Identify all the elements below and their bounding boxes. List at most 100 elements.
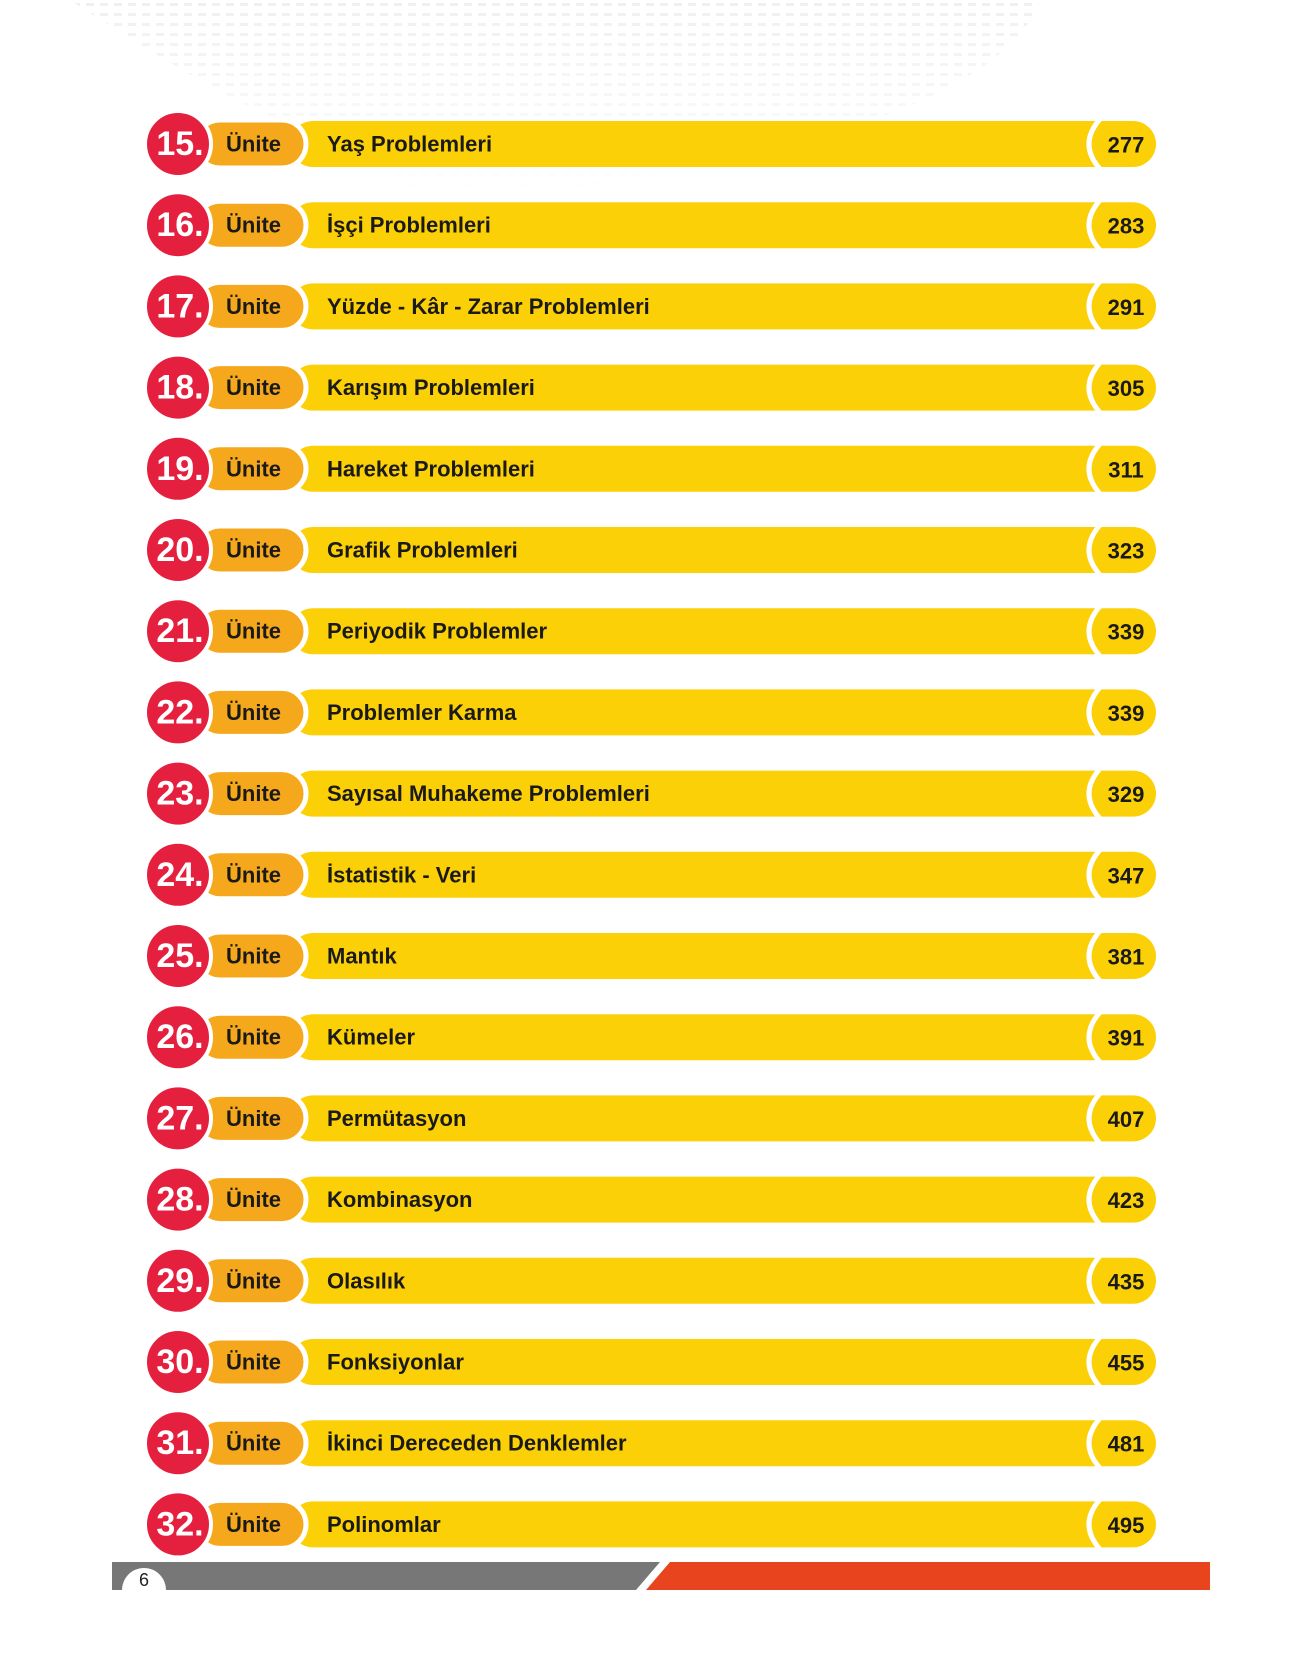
number-badge xyxy=(143,921,213,991)
unit-number: 18. xyxy=(156,369,203,407)
page-number: 311 xyxy=(1108,457,1144,482)
page-number: 391 xyxy=(1108,1026,1145,1051)
page-number: 481 xyxy=(1108,1432,1145,1457)
unit-label: Ünite xyxy=(226,1431,281,1456)
number-badge xyxy=(143,1083,213,1154)
unit-title: Olasılık xyxy=(327,1268,406,1293)
unit-label: Ünite xyxy=(226,213,281,238)
toc-rows: 15. Ünite Yaş Problemleri 277 16. Ünite İşçi P… xyxy=(143,109,1156,1560)
page-divider xyxy=(1086,848,1102,902)
page-divider xyxy=(1086,1091,1102,1146)
unit-label: Ünite xyxy=(226,1106,281,1131)
unit-title: Karışım Problemleri xyxy=(327,375,535,400)
title-bar xyxy=(290,121,1156,167)
page-divider xyxy=(1086,1010,1102,1064)
page-number: 277 xyxy=(1108,133,1145,158)
number-badge xyxy=(143,596,213,667)
page-divider xyxy=(1086,604,1102,658)
unit-number: 30. xyxy=(156,1343,203,1381)
unit-title: Grafik Problemleri xyxy=(327,538,518,563)
footer-red-bar xyxy=(646,1562,1210,1590)
number-badge xyxy=(143,1408,213,1479)
title-bar xyxy=(290,1420,1156,1467)
title-bar xyxy=(290,1257,1156,1304)
title-bar xyxy=(290,689,1156,736)
unit-title: Sayısal Muhakeme Problemleri xyxy=(327,781,650,806)
unit-title: Mantık xyxy=(327,944,397,969)
title-bar xyxy=(290,202,1156,249)
footer-page-number: 6 xyxy=(139,1570,149,1590)
unit-number: 20. xyxy=(156,531,203,569)
unit-number: 17. xyxy=(156,287,203,325)
number-badge xyxy=(143,1327,213,1397)
page-divider xyxy=(1086,442,1102,496)
page-divider xyxy=(1086,1416,1102,1470)
number-badge xyxy=(143,758,213,829)
unit-label: Ünite xyxy=(226,944,281,969)
unit-title: Kümeler xyxy=(327,1025,415,1050)
unit-label: Ünite xyxy=(226,375,281,400)
page-number: 323 xyxy=(1108,539,1145,564)
unit-label: Ünite xyxy=(226,700,281,725)
number-badge xyxy=(143,839,213,910)
unit-title: Yüzde - Kâr - Zarar Problemleri xyxy=(327,294,650,319)
number-badge xyxy=(143,109,213,179)
unit-number: 24. xyxy=(156,856,203,894)
number-badge xyxy=(143,271,213,342)
page-divider xyxy=(1086,1254,1102,1308)
unit-number: 31. xyxy=(156,1424,203,1462)
number-badge xyxy=(143,1164,213,1235)
number-badge xyxy=(143,1245,213,1316)
unit-number: 23. xyxy=(156,775,203,813)
title-bar xyxy=(290,1176,1156,1223)
footer-page-badge xyxy=(122,1568,166,1590)
page-number: 283 xyxy=(1108,214,1145,239)
page-number: 407 xyxy=(1108,1107,1145,1132)
number-badge xyxy=(143,190,213,261)
title-bar xyxy=(290,933,1156,979)
page-number: 347 xyxy=(1108,863,1145,888)
title-bar xyxy=(290,770,1156,817)
unit-title: Periyodik Problemler xyxy=(327,619,548,644)
unit-title: Yaş Problemleri xyxy=(327,132,492,157)
unit-number: 25. xyxy=(156,937,203,975)
title-bar xyxy=(290,608,1156,655)
page-divider xyxy=(1086,117,1102,171)
unit-number: 29. xyxy=(156,1262,203,1300)
title-bar xyxy=(290,1501,1156,1548)
unit-number: 21. xyxy=(156,612,203,650)
unit-label: Ünite xyxy=(226,538,281,563)
title-bar xyxy=(290,364,1156,411)
unit-number: 19. xyxy=(156,450,203,488)
page-divider xyxy=(1086,766,1102,821)
unit-label: Ünite xyxy=(226,1025,281,1050)
title-bar xyxy=(290,1339,1156,1385)
page-divider xyxy=(1086,1497,1102,1552)
unit-label: Ünite xyxy=(226,1350,281,1375)
page-number: 339 xyxy=(1108,620,1145,645)
page-divider xyxy=(1086,685,1102,740)
page-divider xyxy=(1086,279,1102,334)
page-number: 381 xyxy=(1108,945,1145,970)
page-number: 435 xyxy=(1108,1269,1145,1294)
title-bar xyxy=(290,1095,1156,1142)
title-bar xyxy=(290,527,1156,573)
number-badge xyxy=(143,352,213,423)
page-number: 291 xyxy=(1108,295,1145,320)
page-divider xyxy=(1086,198,1102,252)
unit-title: İkinci Dereceden Denklemler xyxy=(327,1431,627,1456)
page-number: 305 xyxy=(1108,376,1145,401)
page-number: 423 xyxy=(1108,1188,1145,1213)
unit-label: Ünite xyxy=(226,862,281,887)
title-bar xyxy=(290,445,1156,492)
unit-label: Ünite xyxy=(226,456,281,481)
unit-label: Ünite xyxy=(226,132,281,157)
title-bar xyxy=(290,283,1156,330)
unit-number: 22. xyxy=(156,693,203,731)
page-divider xyxy=(1086,360,1102,415)
unit-number: 15. xyxy=(156,125,203,163)
title-bar xyxy=(290,851,1156,898)
unit-number: 16. xyxy=(156,206,203,244)
number-badge xyxy=(143,433,213,504)
